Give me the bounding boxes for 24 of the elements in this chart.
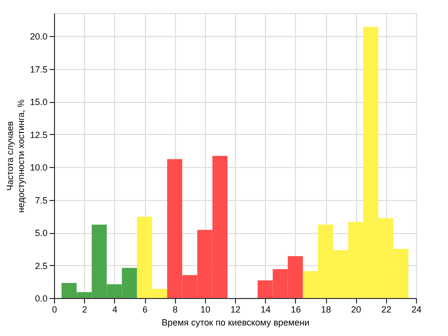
y-tick-label: 17.5 xyxy=(30,64,48,74)
y-tick-label: 12.5 xyxy=(30,130,48,140)
x-tick-label: 24 xyxy=(411,304,422,314)
y-tick-label: 15.0 xyxy=(30,97,48,108)
x-tick-label: 12 xyxy=(230,304,241,314)
x-tick-label: 0 xyxy=(52,304,58,314)
x-axis-title: Время суток по киевскому времени xyxy=(162,318,310,328)
x-tick-label: 16 xyxy=(290,304,301,314)
y-tick-label: 7.5 xyxy=(34,195,48,206)
x-tick-label: 20 xyxy=(351,304,362,314)
x-tick-label: 10 xyxy=(200,304,210,314)
y-tick-label: 5.0 xyxy=(34,228,48,238)
y-axis-title: Частота случаев недоступности хостинга, % xyxy=(4,99,26,213)
y-tick-label: 20.0 xyxy=(30,32,48,42)
y-tick-label: 2.5 xyxy=(34,260,48,271)
x-tick-label: 2 xyxy=(82,304,88,314)
x-tick-label: 4 xyxy=(112,304,118,314)
x-tick-label: 14 xyxy=(260,304,271,314)
x-tick-label: 6 xyxy=(142,304,148,314)
x-tick-label: 22 xyxy=(381,304,392,314)
x-tick-label: 8 xyxy=(172,304,178,314)
x-tick-label: 18 xyxy=(320,304,332,314)
y-tick-label: 10.0 xyxy=(30,162,48,173)
y-tick-label: 0.0 xyxy=(34,294,48,304)
